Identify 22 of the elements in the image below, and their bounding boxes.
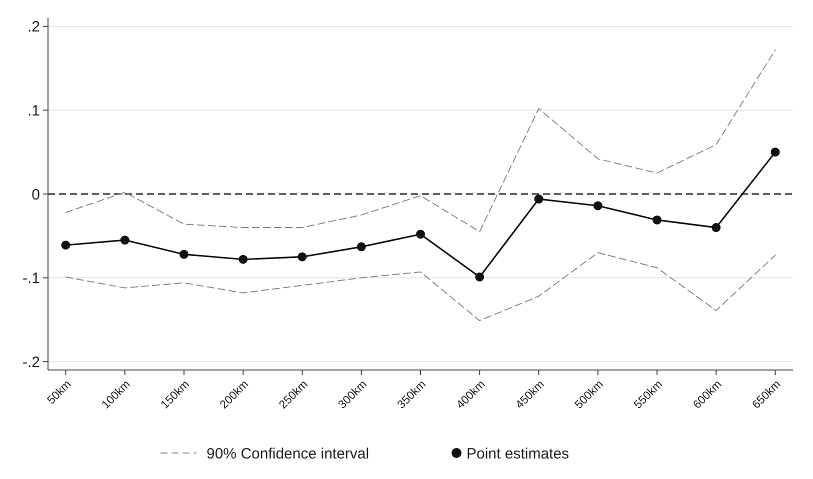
line-series	[65, 49, 776, 232]
point	[712, 223, 721, 232]
legend-label: Point estimates	[466, 445, 570, 462]
point	[475, 272, 484, 282]
point	[652, 215, 662, 224]
point	[416, 230, 425, 239]
point	[770, 148, 780, 157]
point	[356, 242, 366, 252]
y-tick-label: .2	[27, 18, 40, 36]
y-tick-label: 0	[32, 186, 40, 204]
point	[534, 194, 544, 204]
point	[298, 252, 307, 262]
y-tick-label: -.2	[22, 354, 40, 371]
line-series	[65, 252, 776, 322]
point	[238, 254, 248, 264]
legend-label: 90% Confidence interval	[206, 445, 370, 462]
y-tick-label: -.1	[22, 270, 40, 288]
point	[120, 236, 130, 245]
point	[61, 240, 70, 250]
point	[179, 250, 188, 259]
y-tick-label: .1	[27, 102, 40, 120]
point	[593, 201, 602, 210]
